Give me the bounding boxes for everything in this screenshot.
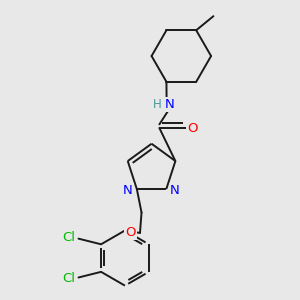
Text: O: O [188,122,198,135]
Text: N: N [123,184,133,197]
Text: O: O [125,226,136,239]
Text: Cl: Cl [62,231,75,244]
Text: Cl: Cl [62,272,75,285]
Text: N: N [165,98,175,111]
Text: N: N [170,184,180,197]
Text: H: H [153,98,162,111]
